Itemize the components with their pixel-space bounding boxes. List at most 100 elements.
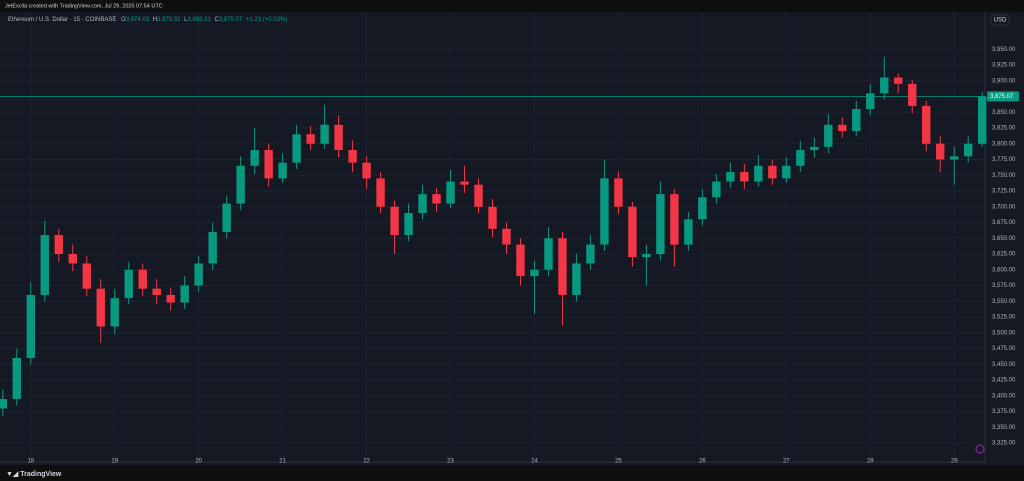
x-tick-label: 28 xyxy=(867,459,874,465)
candle-body xyxy=(54,235,63,255)
candle-body xyxy=(558,238,567,295)
candle-body xyxy=(236,165,245,204)
candle-body xyxy=(222,203,231,232)
candle-body xyxy=(614,178,623,207)
x-tick-label: 29 xyxy=(951,459,958,465)
y-tick-label: 3,525.00 xyxy=(992,315,1016,321)
open-value: 3,874.03 xyxy=(126,17,150,23)
candle-body xyxy=(292,134,301,163)
candle-body xyxy=(348,150,357,163)
y-tick-label: 3,675.00 xyxy=(992,220,1016,226)
x-tick-label: 23 xyxy=(447,459,454,465)
candle-body xyxy=(40,235,49,295)
candle-body xyxy=(26,294,35,359)
candle-body xyxy=(964,143,973,157)
candle-body xyxy=(908,83,917,106)
symbol-legend: Ethereum / U.S. Dollar · 15 · COINBASE O… xyxy=(8,17,287,23)
candle-body xyxy=(362,162,371,179)
symbol: Ethereum / U.S. Dollar · 15 · COINBASE xyxy=(8,17,116,23)
candle-body xyxy=(600,178,609,245)
y-tick-label: 3,625.00 xyxy=(992,252,1016,258)
candle-body xyxy=(978,96,987,144)
candle-body xyxy=(936,143,945,160)
brand: ▼◢ TradingView xyxy=(6,471,62,478)
candle-body xyxy=(922,105,931,144)
candle-body xyxy=(264,150,273,179)
candle-body xyxy=(194,263,203,286)
candle-body xyxy=(586,244,595,264)
candle-body xyxy=(950,156,959,160)
plot-area xyxy=(0,12,987,462)
candle-body xyxy=(166,294,175,303)
y-tick-label: 3,775.00 xyxy=(992,157,1016,163)
y-tick-label: 3,325.00 xyxy=(992,441,1016,447)
candle-body xyxy=(838,124,847,132)
candle-body xyxy=(656,194,665,255)
candle-body xyxy=(824,124,833,147)
candle-body xyxy=(320,124,329,144)
y-tick-label: 3,375.00 xyxy=(992,409,1016,415)
candle-body xyxy=(96,288,105,327)
candle-body xyxy=(642,254,651,258)
candle-body xyxy=(782,165,791,179)
candle-body xyxy=(544,238,553,270)
close-value: 3,875.07 xyxy=(219,17,243,23)
currency-box[interactable] xyxy=(990,14,1010,26)
candle-body xyxy=(152,288,161,295)
candle-body xyxy=(670,194,679,245)
candle-body xyxy=(474,184,483,207)
candle-body xyxy=(278,162,287,179)
candle-body xyxy=(628,206,637,258)
candle-body xyxy=(740,172,749,182)
y-tick-label: 3,500.00 xyxy=(992,330,1016,336)
candle-body xyxy=(124,269,133,299)
candle-body xyxy=(516,244,525,277)
low-key: L xyxy=(184,17,188,23)
brand-logo: ▼◢ xyxy=(6,471,20,478)
candle-body xyxy=(572,263,581,295)
y-tick-label: 3,825.00 xyxy=(992,126,1016,132)
y-tick-label: 3,900.00 xyxy=(992,78,1016,84)
y-tick-label: 3,650.00 xyxy=(992,236,1016,242)
credit: JetExcila created with TradingView.com, … xyxy=(5,3,163,9)
y-tick-label: 3,600.00 xyxy=(992,267,1016,273)
last-price-label: 3,875.07 xyxy=(990,94,1014,100)
events-icon[interactable] xyxy=(975,444,985,454)
candle-body xyxy=(418,194,427,214)
candle-body xyxy=(810,146,819,151)
y-tick-label: 3,700.00 xyxy=(992,204,1016,210)
candle-body xyxy=(880,77,889,94)
y-tick-label: 3,350.00 xyxy=(992,425,1016,431)
currency[interactable]: USD xyxy=(994,18,1007,24)
high-value: 3,879.32 xyxy=(157,17,181,23)
y-tick-label: 3,725.00 xyxy=(992,189,1016,195)
candle-body xyxy=(768,165,777,179)
candle-body xyxy=(796,150,805,166)
candle-body xyxy=(684,219,693,245)
y-tick-label: 3,400.00 xyxy=(992,393,1016,399)
candle-body xyxy=(698,197,707,220)
close-key: C xyxy=(215,17,220,23)
candle-body xyxy=(404,213,413,236)
y-tick-label: 3,950.00 xyxy=(992,47,1016,53)
candle-body xyxy=(138,269,147,289)
candle-body xyxy=(460,181,469,185)
x-tick-label: 20 xyxy=(195,459,202,465)
candle-body xyxy=(530,269,539,277)
candle-body xyxy=(866,93,875,110)
candle-body xyxy=(208,231,217,264)
x-tick-label: 24 xyxy=(531,459,538,465)
y-tick-label: 3,550.00 xyxy=(992,299,1016,305)
candle-body xyxy=(726,172,735,182)
candle-body xyxy=(110,298,119,327)
last-price-box xyxy=(987,91,1019,102)
candle-body xyxy=(12,358,21,399)
x-tick-label: 22 xyxy=(363,459,370,465)
x-tick-label: 26 xyxy=(699,459,706,465)
candle-body xyxy=(68,254,77,264)
x-tick-label: 25 xyxy=(615,459,622,465)
candle-body xyxy=(754,165,763,182)
candle-body xyxy=(180,285,189,303)
